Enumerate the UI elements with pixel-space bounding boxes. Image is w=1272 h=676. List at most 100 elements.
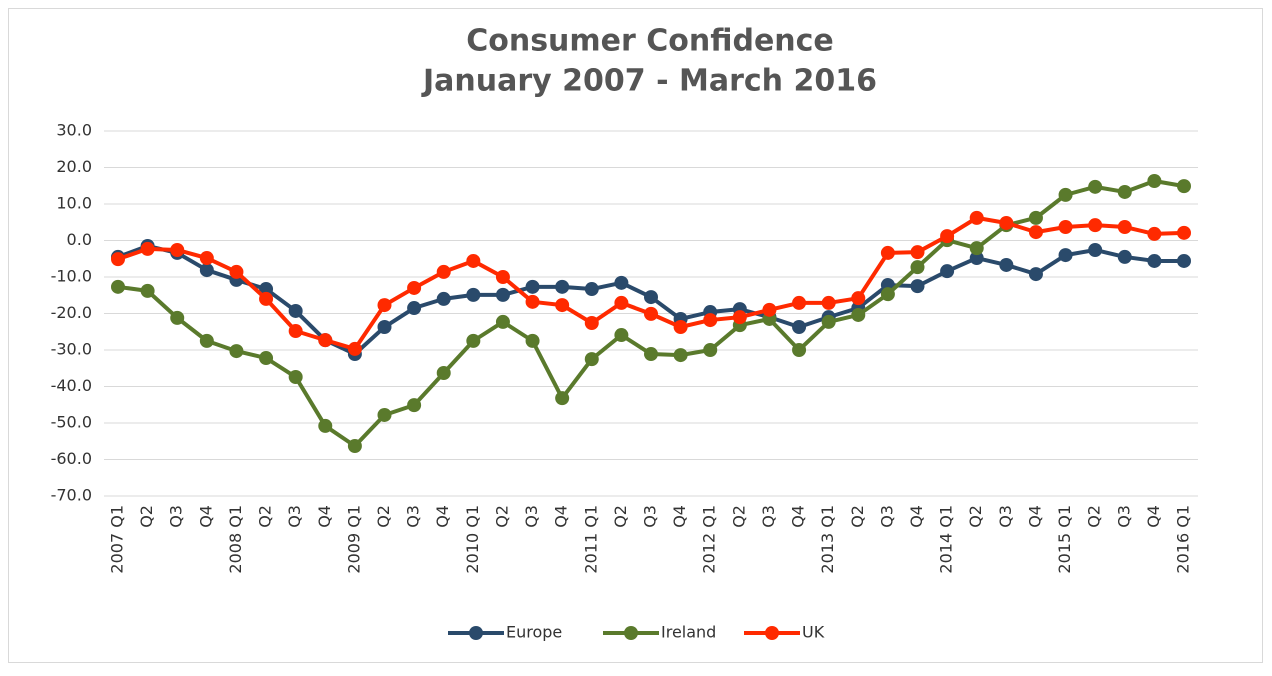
x-tick-label: Q2 <box>611 505 630 528</box>
data-point <box>644 290 658 305</box>
y-tick-label: -20.0 <box>51 303 92 322</box>
data-point <box>1088 179 1103 194</box>
data-point <box>851 307 866 322</box>
x-tick-label: 2014 Q1 <box>937 505 956 574</box>
data-point <box>318 418 333 433</box>
data-point <box>999 215 1014 230</box>
data-point <box>1088 242 1103 257</box>
data-point <box>1088 218 1103 233</box>
data-point <box>673 348 688 363</box>
data-point <box>377 298 392 313</box>
data-point <box>1028 225 1043 240</box>
data-point <box>407 301 422 316</box>
x-tick-label: 2011 Q1 <box>581 505 600 574</box>
data-point <box>111 279 125 294</box>
x-tick-label: Q3 <box>404 505 423 528</box>
data-point <box>199 263 214 278</box>
data-point <box>732 310 747 325</box>
data-point <box>347 438 362 453</box>
data-point <box>821 295 836 310</box>
data-point <box>288 370 303 385</box>
data-point <box>495 314 510 329</box>
data-point <box>792 295 807 310</box>
chart-title: Consumer Confidence <box>466 24 834 59</box>
data-point <box>644 347 658 362</box>
data-point <box>969 251 984 266</box>
data-point <box>377 320 392 335</box>
data-point <box>525 294 540 309</box>
y-tick-label: 0.0 <box>67 230 92 249</box>
x-tick-label: Q4 <box>315 505 334 528</box>
data-point <box>880 287 895 302</box>
data-point <box>288 324 303 339</box>
data-point <box>466 333 481 348</box>
data-point <box>614 275 629 290</box>
data-point <box>821 314 836 329</box>
x-tick-label: Q3 <box>167 505 186 528</box>
data-point <box>940 229 955 244</box>
x-tick-label: Q4 <box>1025 505 1044 528</box>
data-point <box>259 291 274 306</box>
y-tick-label: -50.0 <box>51 413 92 432</box>
x-tick-label: Q2 <box>848 505 867 528</box>
x-tick-label: Q2 <box>492 505 511 528</box>
data-point <box>940 264 955 279</box>
data-point <box>170 242 185 257</box>
data-point <box>1147 253 1162 268</box>
data-point <box>762 302 777 317</box>
x-tick-label: Q4 <box>433 505 452 528</box>
data-point <box>436 365 451 380</box>
x-tick-label: Q4 <box>1144 505 1163 528</box>
data-point <box>525 333 540 348</box>
x-tick-label: Q3 <box>522 505 541 528</box>
data-point <box>407 398 422 413</box>
data-point <box>1117 219 1132 234</box>
data-point <box>1177 253 1191 268</box>
data-point <box>347 341 362 356</box>
x-tick-label: 2010 Q1 <box>463 505 482 574</box>
data-point <box>140 241 155 256</box>
chart-subtitle: January 2007 - March 2016 <box>421 64 877 99</box>
data-point <box>1058 187 1073 202</box>
x-tick-label: 2015 Q1 <box>1055 505 1074 574</box>
x-tick-label: Q4 <box>789 505 808 528</box>
legend-marker <box>624 626 638 640</box>
data-point <box>466 253 481 268</box>
x-tick-label: Q2 <box>966 505 985 528</box>
x-tick-label: Q3 <box>759 505 778 528</box>
data-point <box>495 287 510 302</box>
data-point <box>969 210 984 225</box>
legend-label: Europe <box>506 623 562 642</box>
data-point <box>555 298 570 313</box>
data-point <box>851 291 866 306</box>
legend-marker <box>765 626 779 640</box>
data-point <box>555 279 570 294</box>
legend-label: Ireland <box>661 623 716 642</box>
data-point <box>1147 226 1162 241</box>
x-tick-label: Q3 <box>641 505 660 528</box>
x-tick-label: 2013 Q1 <box>818 505 837 574</box>
x-tick-label: Q3 <box>1114 505 1133 528</box>
x-tick-label: Q4 <box>552 505 571 528</box>
data-point <box>969 241 984 256</box>
data-point <box>199 333 214 348</box>
data-point <box>170 310 185 325</box>
legend-label: UK <box>802 623 825 642</box>
x-tick-label: Q2 <box>137 505 156 528</box>
data-point <box>111 252 125 267</box>
y-tick-label: -40.0 <box>51 376 92 395</box>
y-tick-label: 30.0 <box>56 121 92 140</box>
data-point <box>673 320 688 335</box>
y-tick-label: 10.0 <box>56 194 92 213</box>
data-point <box>703 343 718 357</box>
y-tick-label: -30.0 <box>51 340 92 359</box>
data-point <box>436 291 451 306</box>
x-tick-label: Q4 <box>907 505 926 528</box>
data-point <box>259 351 274 366</box>
data-point <box>1058 219 1073 234</box>
data-point <box>584 282 599 297</box>
data-point <box>910 279 925 294</box>
data-point <box>525 279 540 294</box>
data-point <box>1117 249 1132 264</box>
y-tick-label: -60.0 <box>51 449 92 468</box>
